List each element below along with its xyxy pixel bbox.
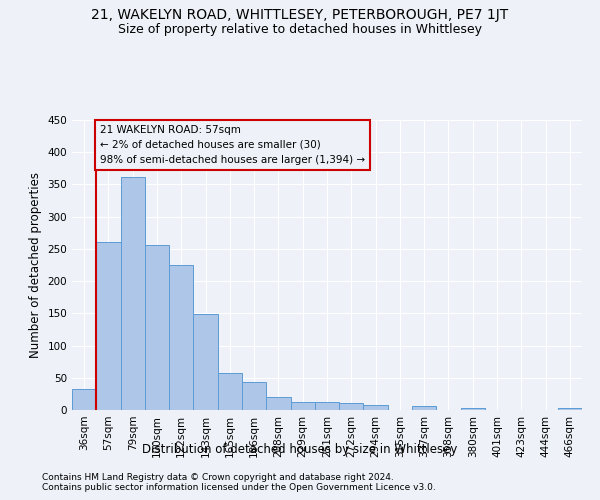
Text: Contains HM Land Registry data © Crown copyright and database right 2024.: Contains HM Land Registry data © Crown c…: [42, 472, 394, 482]
Bar: [242, 382, 266, 410]
Bar: [193, 314, 218, 410]
Bar: [121, 178, 145, 410]
Bar: [364, 406, 388, 410]
Text: Size of property relative to detached houses in Whittlesey: Size of property relative to detached ho…: [118, 22, 482, 36]
Text: Contains public sector information licensed under the Open Government Licence v3: Contains public sector information licen…: [42, 484, 436, 492]
Bar: [169, 265, 193, 410]
Bar: [558, 408, 582, 410]
Text: 21, WAKELYN ROAD, WHITTLESEY, PETERBOROUGH, PE7 1JT: 21, WAKELYN ROAD, WHITTLESEY, PETERBOROU…: [91, 8, 509, 22]
Bar: [145, 245, 169, 410]
Y-axis label: Number of detached properties: Number of detached properties: [29, 172, 42, 358]
Bar: [339, 403, 364, 410]
Bar: [266, 397, 290, 410]
Bar: [96, 242, 121, 410]
Bar: [461, 408, 485, 410]
Bar: [218, 374, 242, 410]
Text: 21 WAKELYN ROAD: 57sqm
← 2% of detached houses are smaller (30)
98% of semi-deta: 21 WAKELYN ROAD: 57sqm ← 2% of detached …: [100, 125, 365, 165]
Bar: [412, 406, 436, 410]
Bar: [315, 402, 339, 410]
Text: Distribution of detached houses by size in Whittlesey: Distribution of detached houses by size …: [142, 442, 458, 456]
Bar: [72, 390, 96, 410]
Bar: [290, 402, 315, 410]
